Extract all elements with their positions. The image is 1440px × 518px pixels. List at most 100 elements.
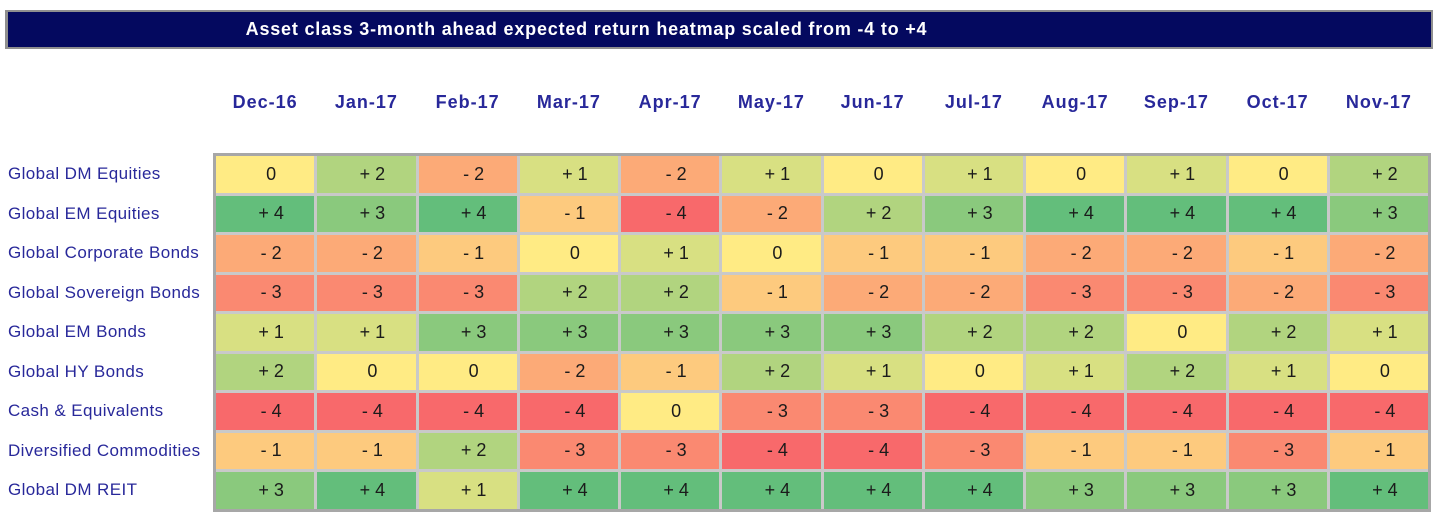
column-header: Sep-17 (1143, 92, 1209, 112)
column-header: Feb-17 (435, 92, 500, 112)
column-header: Jun-17 (840, 92, 905, 112)
heatmap-cell: - 1 (924, 235, 1023, 272)
heatmap-cell: + 2 (621, 274, 720, 311)
row-label: Global DM REIT (8, 480, 138, 499)
heatmap-cell: - 2 (1228, 274, 1327, 311)
column-header: Aug-17 (1041, 92, 1109, 112)
heatmap-cell: + 4 (317, 472, 416, 509)
heatmap-cell: + 1 (924, 156, 1023, 193)
heatmap-cell: + 4 (1228, 195, 1327, 232)
heatmap-cell: + 3 (216, 472, 315, 509)
heatmap-cell: - 2 (418, 156, 517, 193)
title-bar: Asset class 3-month ahead expected retur… (5, 10, 1433, 49)
heatmap-cell: - 3 (317, 274, 416, 311)
heatmap-cell: - 3 (418, 274, 517, 311)
heatmap-cell: 0 (924, 353, 1023, 390)
heatmap-cell: + 4 (722, 472, 821, 509)
heatmap-cell: 0 (317, 353, 416, 390)
column-headers: Dec-16 Jan-17 Feb-17 Mar-17 Apr-17 May-17 Jun-… (216, 88, 1428, 116)
column-header: Apr-17 (638, 92, 702, 112)
heatmap-cell: + 2 (823, 195, 922, 232)
column-header: Jul-17 (944, 92, 1003, 112)
heatmap-cell: + 3 (317, 195, 416, 232)
heatmap-cell: + 1 (722, 156, 821, 193)
heatmap-cell: - 1 (621, 353, 720, 390)
heatmap-cell: 0 (1127, 314, 1226, 351)
heatmap-cell: + 2 (216, 353, 315, 390)
heatmap-cell: - 4 (216, 393, 315, 430)
heatmap-cell: - 3 (1127, 274, 1226, 311)
heatmap-cell: + 3 (418, 314, 517, 351)
row-label: Global EM Bonds (8, 322, 147, 341)
heatmap-cell: + 4 (1329, 472, 1428, 509)
heatmap-cell: - 4 (924, 393, 1023, 430)
heatmap-cell: + 4 (823, 472, 922, 509)
heatmap-cell: + 2 (924, 314, 1023, 351)
column-header: Dec-16 (232, 92, 298, 112)
heatmap-cell: + 3 (1026, 472, 1125, 509)
heatmap-cell: + 4 (924, 472, 1023, 509)
heatmap-cell: + 1 (1228, 353, 1327, 390)
heatmap-cell: + 2 (519, 274, 618, 311)
heatmap-cell: - 1 (1228, 235, 1327, 272)
heatmap-cell: + 1 (1329, 314, 1428, 351)
heatmap-cell: + 4 (418, 195, 517, 232)
heatmap-cell: - 4 (823, 432, 922, 469)
heatmap-cell: - 1 (1329, 432, 1428, 469)
heatmap-cell: - 1 (1026, 432, 1125, 469)
row-labels: Global DM Equities Global EM Equities Glob… (8, 156, 208, 509)
heatmap-cell: - 1 (519, 195, 618, 232)
heatmap-cell: - 2 (924, 274, 1023, 311)
heatmap-cell: - 3 (621, 432, 720, 469)
chart-title: Asset class 3-month ahead expected retur… (245, 19, 928, 39)
row-label: Global EM Equities (8, 203, 160, 223)
heatmap-cell: + 1 (317, 314, 416, 351)
heatmap-cell: + 2 (1228, 314, 1327, 351)
heatmap-cell: - 2 (1329, 235, 1428, 272)
heatmap-cell: - 4 (621, 195, 720, 232)
heatmap-cell: - 4 (418, 393, 517, 430)
heatmap-cell: - 1 (317, 432, 416, 469)
heatmap-cell: + 1 (216, 314, 315, 351)
heatmap-cell: 0 (418, 353, 517, 390)
heatmap-cell: - 2 (519, 353, 618, 390)
heatmap-cell: + 4 (621, 472, 720, 509)
column-header: Oct-17 (1246, 92, 1309, 112)
heatmap-cell: + 3 (722, 314, 821, 351)
column-header: Jan-17 (334, 92, 398, 112)
heatmap-cell: - 1 (722, 274, 821, 311)
heatmap-cell: - 3 (1329, 274, 1428, 311)
heatmap-cell: + 3 (1329, 195, 1428, 232)
heatmap-cell: - 4 (1026, 393, 1125, 430)
heatmap-cell: - 3 (216, 274, 315, 311)
heatmap-cell: - 3 (519, 432, 618, 469)
heatmap-cell: + 2 (1026, 314, 1125, 351)
heatmap-cell: + 4 (1026, 195, 1125, 232)
heatmap-cell: - 3 (924, 432, 1023, 469)
heatmap-cell: 0 (519, 235, 618, 272)
heatmap-cell: - 2 (823, 274, 922, 311)
heatmap-cell: + 2 (1127, 353, 1226, 390)
heatmap-cell: - 4 (1228, 393, 1327, 430)
heatmap-cell: - 4 (317, 393, 416, 430)
row-label: Global HY Bonds (8, 361, 145, 381)
row-label: Cash & Equivalents (8, 401, 164, 420)
heatmap-cell: - 2 (1026, 235, 1125, 272)
heatmap-cell: - 3 (1228, 432, 1327, 469)
heatmap-cell: + 4 (1127, 195, 1226, 232)
column-header: Nov-17 (1345, 92, 1412, 112)
heatmap-cell: + 3 (621, 314, 720, 351)
heatmap-cell: - 2 (621, 156, 720, 193)
column-header: Mar-17 (536, 92, 601, 112)
heatmap-cell: + 3 (1228, 472, 1327, 509)
heatmap-cell: - 3 (722, 393, 821, 430)
heatmap-cell: 0 (1329, 353, 1428, 390)
row-label: Global Sovereign Bonds (8, 282, 201, 302)
heatmap-cell: 0 (216, 156, 315, 193)
heatmap-cell: - 4 (1329, 393, 1428, 430)
heatmap-cell: - 2 (722, 195, 821, 232)
heatmap-cell: 0 (823, 156, 922, 193)
heatmap-grid: 0 + 2- 2 + 1- 2 + 1 0 + 1 0 + 1 0 + 2 + 4 + 3 + 4- 1… (213, 153, 1431, 512)
heatmap-cell: + 2 (722, 353, 821, 390)
